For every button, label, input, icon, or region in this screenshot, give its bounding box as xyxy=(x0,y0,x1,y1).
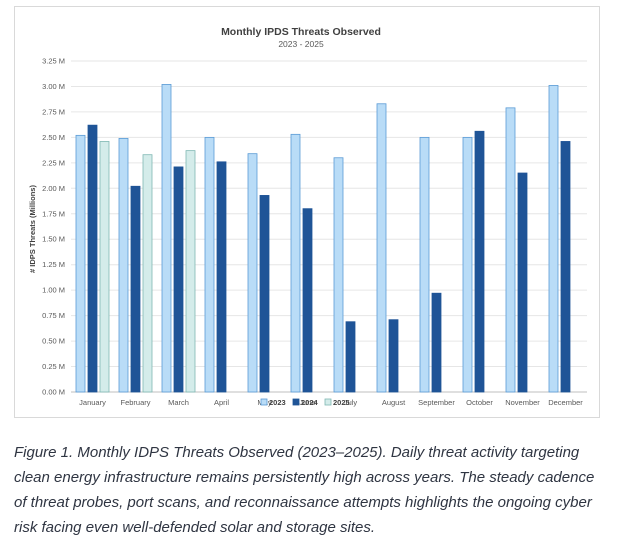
y-tick-label: 2.00 M xyxy=(42,184,65,193)
x-tick-label: March xyxy=(168,398,189,407)
bar-2024-december xyxy=(560,141,571,393)
y-tick-label: 3.00 M xyxy=(42,82,65,91)
bar-2023-june xyxy=(290,133,301,393)
y-axis-ticks: 0.00 M 0.25 M 0.50 M 0.75 M 1.00 M 1.25 M 1.50… xyxy=(42,57,65,397)
bar-2023-december xyxy=(548,85,559,393)
bar-2025-february xyxy=(142,154,153,393)
x-tick-label: August xyxy=(382,398,406,407)
bar-2025-march xyxy=(185,150,196,393)
bar-2024-march xyxy=(173,166,184,393)
x-tick-label: January xyxy=(79,398,106,407)
bar-2024-august xyxy=(388,319,399,393)
bar-2024-september xyxy=(431,292,442,393)
chart-figure: Monthly IPDS Threats Observed 2023 - 202… xyxy=(14,6,600,418)
bar-2024-may xyxy=(259,195,270,393)
y-tick-label: 2.25 M xyxy=(42,158,65,167)
bar-2023-january xyxy=(75,134,86,393)
y-tick-label: 0.50 M xyxy=(42,337,65,346)
chart-subtitle: 2023 - 2025 xyxy=(278,39,324,49)
y-tick-label: 1.75 M xyxy=(42,209,65,218)
bar-2024-november xyxy=(517,172,528,393)
bar-2023-july xyxy=(333,157,344,393)
y-tick-label: 0.25 M xyxy=(42,362,65,371)
x-tick-label: December xyxy=(548,398,583,407)
bar-2023-february xyxy=(118,138,129,393)
x-tick-label: April xyxy=(214,398,229,407)
legend-label-2023: 2023 xyxy=(269,398,286,407)
bar-2024-june xyxy=(302,208,313,393)
x-tick-label: September xyxy=(418,398,455,407)
y-tick-label: 0.75 M xyxy=(42,311,65,320)
x-tick-label: October xyxy=(466,398,493,407)
bar-2023-september xyxy=(419,136,430,393)
bar-chart: Monthly IPDS Threats Observed 2023 - 202… xyxy=(28,26,587,407)
legend: 2023 2024 2025 xyxy=(260,398,350,407)
bar-2024-january xyxy=(87,124,98,393)
y-tick-label: 3.25 M xyxy=(42,57,65,66)
bar-2024-february xyxy=(130,185,141,393)
legend-label-2024: 2024 xyxy=(301,398,319,407)
legend-swatch-2024 xyxy=(292,398,300,406)
x-tick-label: July xyxy=(344,398,358,407)
bar-2025-january xyxy=(99,141,110,393)
y-tick-label: 1.50 M xyxy=(42,235,65,244)
bar-2023-march xyxy=(161,84,172,393)
x-tick-label: June xyxy=(299,398,315,407)
y-axis-label: # IDPS Threats (Millions) xyxy=(28,185,37,273)
bar-2023-may xyxy=(247,153,258,393)
y-tick-label: 0.00 M xyxy=(42,388,65,397)
bar-2024-july xyxy=(345,321,356,393)
bar-2023-november xyxy=(505,107,516,393)
bars xyxy=(75,84,571,393)
y-tick-label: 2.50 M xyxy=(42,133,65,142)
legend-swatch-2023 xyxy=(260,398,268,406)
legend-label-2025: 2025 xyxy=(333,398,350,407)
y-tick-label: 1.25 M xyxy=(42,260,65,269)
gridlines xyxy=(71,60,587,393)
bar-2023-october xyxy=(462,136,473,393)
y-tick-label: 1.00 M xyxy=(42,286,65,295)
x-tick-label: February xyxy=(120,398,150,407)
y-tick-label: 2.75 M xyxy=(42,107,65,116)
x-tick-label: November xyxy=(505,398,540,407)
bar-2023-april xyxy=(204,136,215,393)
bar-2024-october xyxy=(474,130,485,393)
legend-swatch-2025 xyxy=(324,398,332,406)
figure-caption: Figure 1. Monthly IDPS Threats Observed … xyxy=(14,444,595,536)
bar-2023-august xyxy=(376,103,387,393)
chart-title: Monthly IPDS Threats Observed xyxy=(221,26,381,38)
bar-2024-april xyxy=(216,161,227,393)
